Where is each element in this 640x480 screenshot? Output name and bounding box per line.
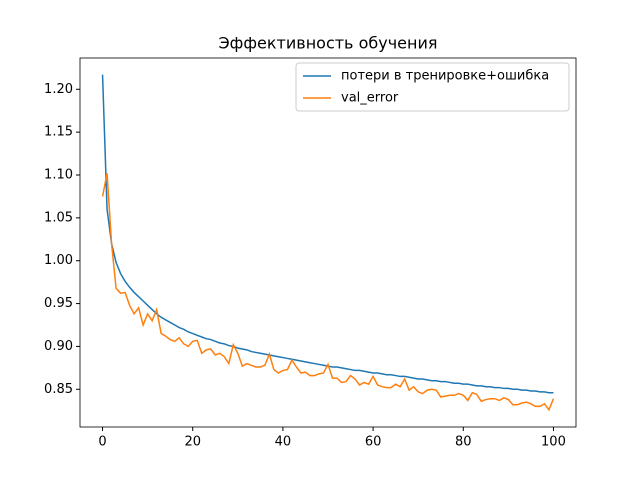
axes-frame [79, 57, 577, 428]
x-tick-label: 0 [98, 435, 106, 450]
x-tick-label: 60 [365, 435, 382, 450]
x-tick-label: 40 [275, 435, 292, 450]
legend [295, 62, 570, 112]
y-tick-label: 1.10 [44, 168, 73, 183]
y-tick-label: 1.05 [44, 210, 73, 225]
legend-label: val_error [341, 91, 399, 106]
y-tick-label: 0.85 [44, 382, 73, 397]
y-tick-label: 1.20 [44, 82, 73, 97]
x-tick-label: 80 [455, 435, 472, 450]
y-tick-label: 1.15 [44, 125, 73, 140]
legend-label: потери в тренировке+ошибка [341, 69, 549, 84]
data-line [101, 74, 554, 394]
data-line [101, 173, 555, 412]
y-tick-label: 1.00 [44, 253, 73, 268]
y-tick-label: 0.90 [44, 339, 73, 354]
chart-title: Эффективность обучения [219, 34, 438, 53]
x-tick-label: 100 [541, 435, 566, 450]
x-tick-label: 20 [184, 435, 201, 450]
y-tick-label: 0.95 [44, 296, 73, 311]
